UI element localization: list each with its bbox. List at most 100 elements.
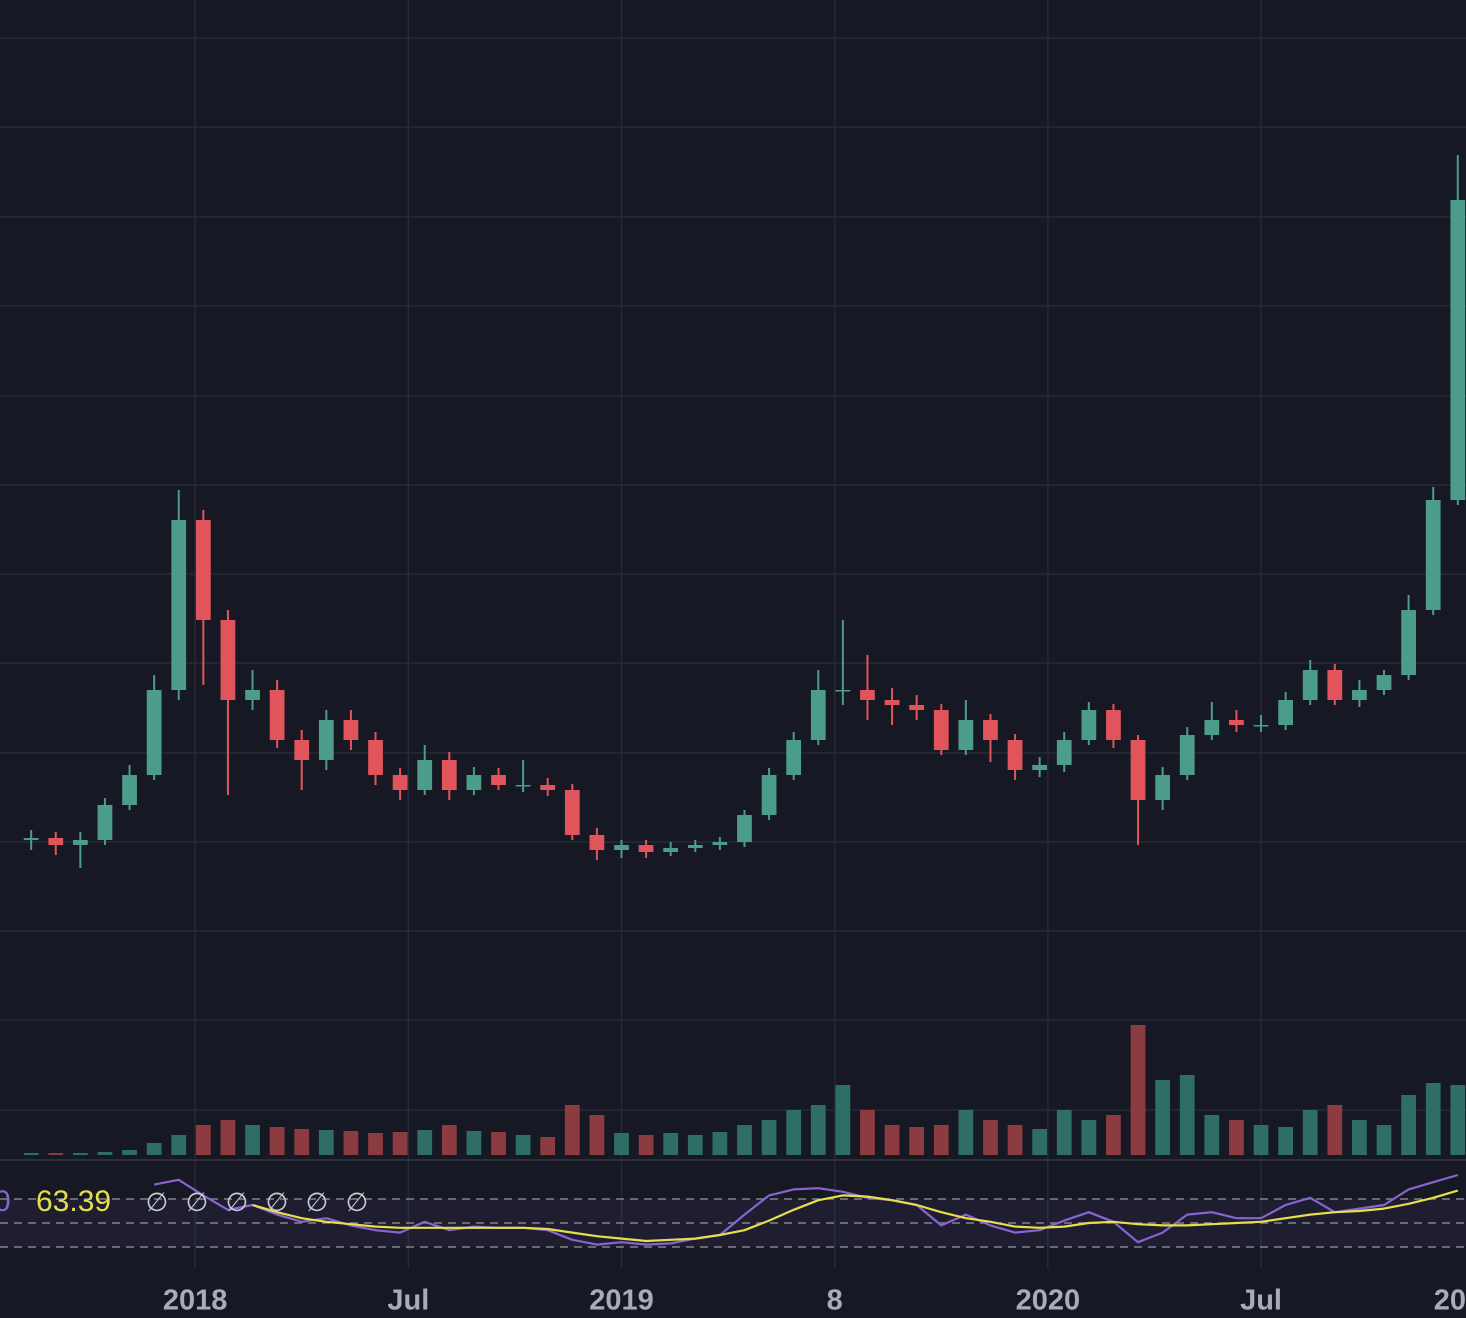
volume-bar [564,1105,580,1155]
candle-body [958,720,974,750]
indicator-na: ∅ [146,1187,169,1217]
volume-bar [810,1105,826,1155]
volume-bar [1007,1125,1023,1155]
candle-body [1130,740,1146,800]
candle-body [761,775,777,815]
candle-body [417,760,433,790]
candle-body [1401,610,1416,675]
volume-bar [72,1153,88,1155]
x-tick-label: 8 [827,1285,843,1317]
rsi-line [153,1173,1459,1246]
candle-body [663,848,679,852]
volume-bar [515,1135,531,1155]
candle-body [1106,710,1121,740]
candle-body [860,690,875,700]
volume-bar [687,1135,703,1155]
x-tick-label: Jul [387,1285,429,1317]
volume-bar [343,1131,359,1155]
candle-body [491,775,506,785]
volume-bar [1229,1120,1244,1155]
volume-bar [786,1110,802,1155]
indicator-na: ∅ [306,1187,329,1217]
volume-bar [1278,1127,1293,1155]
volume-bar [171,1135,187,1155]
candle-body [1155,775,1171,800]
indicator-na: ∅ [186,1187,209,1217]
volume-bar [1253,1125,1269,1155]
candle-body [835,690,851,692]
candle-body [983,720,998,740]
volume-bar [220,1120,236,1155]
candle-body [1302,670,1318,700]
candle-body [23,838,39,840]
candle-body [564,790,580,835]
volume-bar [1425,1083,1441,1155]
volume-bar [933,1125,949,1155]
volume-bar [417,1130,433,1155]
volume-bar [589,1115,605,1155]
volume-bar [294,1129,310,1155]
volume-bar [466,1131,482,1155]
volume-bar [441,1125,457,1155]
candle-body [638,845,654,852]
volume-bar [1327,1105,1343,1155]
volume-bar [1056,1110,1072,1155]
volume-bar [860,1110,875,1155]
candle-body [122,775,137,805]
candle-body [48,838,64,845]
candle-body [1056,740,1072,765]
volume-bar [712,1132,728,1155]
volume-bar [1032,1129,1048,1155]
volume-bar [269,1127,285,1155]
candle-body [1278,700,1293,725]
volume-bar [909,1127,925,1155]
volume-bar [1155,1080,1171,1155]
candle-body [614,845,629,850]
x-tick-label: 2020 [1016,1285,1081,1317]
candle-body [146,690,162,775]
candle-body [72,840,88,845]
candle-body [220,620,236,700]
indicator-na: ∅ [226,1187,249,1217]
candle-body [1450,200,1466,500]
volume-bar [195,1125,211,1155]
x-tick-label: 2019 [589,1285,654,1317]
volume-bar [1179,1075,1195,1155]
rsi-ma-line [252,1189,1459,1243]
x-tick-label: 2018 [163,1285,228,1317]
volume-bar [1081,1120,1097,1155]
volume-bar [761,1120,777,1155]
volume-bar [1450,1085,1466,1155]
volume-bar [737,1125,752,1155]
candle-body [368,740,383,775]
candle-body [269,690,285,740]
candle-body [810,690,826,740]
volume-bar [983,1120,998,1155]
volume-bar [122,1150,137,1155]
candle-body [1327,670,1343,700]
candle-body [343,720,359,740]
candle-body [392,775,408,790]
candle-body [515,785,531,787]
volume-bar [958,1110,974,1155]
candle-body [1007,740,1023,770]
candle-body [97,805,113,840]
volume-bar [1302,1110,1318,1155]
candle-body [1204,720,1220,735]
candle-body [1376,675,1392,690]
candle-body [1081,710,1097,740]
volume-bar [884,1125,900,1155]
candle-body [1179,735,1195,775]
volume-bar [318,1130,334,1155]
x-tick-label: 20 [1434,1285,1466,1317]
candle-body [540,785,556,790]
indicator-na: ∅ [266,1187,289,1217]
candle-body [1425,500,1441,610]
volume-bar [1352,1120,1367,1155]
volume-bar [540,1137,556,1155]
candle-body [687,845,703,848]
indicator-na: ∅ [346,1187,369,1217]
volume-bar [614,1133,629,1155]
candle-body [884,700,900,705]
